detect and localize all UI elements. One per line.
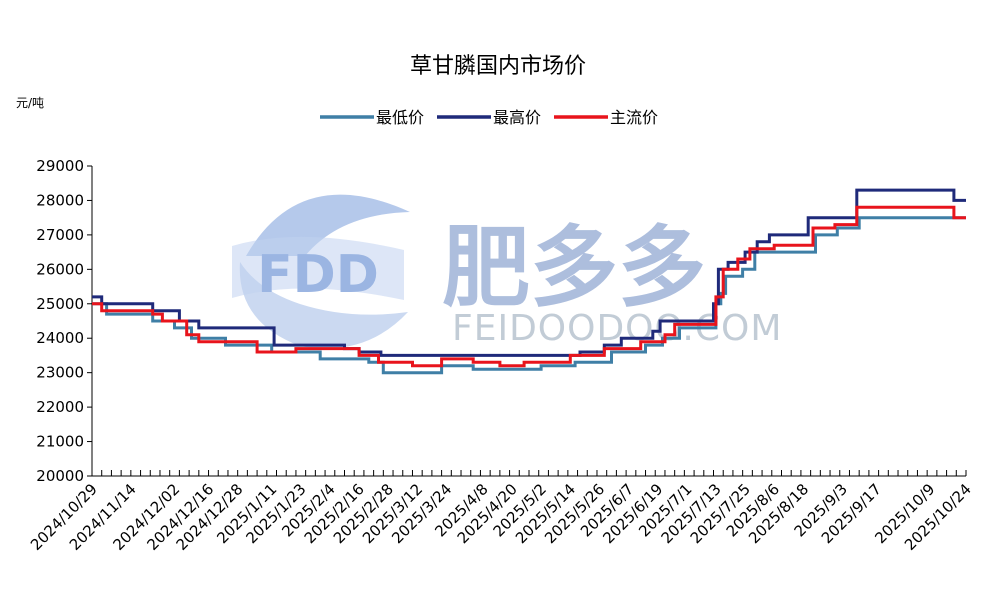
y-tick-label: 25000 bbox=[36, 295, 84, 313]
y-tick-label: 20000 bbox=[36, 467, 84, 485]
legend-label-high: 最高价 bbox=[493, 108, 541, 127]
watermark-brand-cn: 肥多多 bbox=[442, 216, 706, 319]
legend: 最低价 最高价 主流价 bbox=[320, 108, 658, 127]
x-ticks: 2024/10/292024/11/142024/12/022024/12/16… bbox=[27, 470, 975, 554]
series-line-high bbox=[92, 188, 966, 357]
y-tick-label: 24000 bbox=[36, 329, 84, 347]
y-tick-label: 28000 bbox=[36, 191, 84, 209]
watermark-brand-en: FEIDOODOO.COM bbox=[452, 308, 782, 349]
legend-label-low: 最低价 bbox=[376, 108, 424, 127]
legend-label-main: 主流价 bbox=[610, 108, 658, 127]
y-tick-label: 27000 bbox=[36, 226, 84, 244]
legend-item-low: 最低价 bbox=[320, 108, 424, 127]
chart-title: 草甘膦国内市场价 bbox=[410, 54, 586, 79]
series-line-low bbox=[92, 216, 966, 375]
series-line-main bbox=[92, 205, 966, 368]
y-tick-label: 23000 bbox=[36, 364, 84, 382]
y-ticks: 20000 21000 22000 23000 24000 25000 26000 27000… bbox=[36, 157, 92, 485]
fdd-logo: FDD bbox=[232, 194, 410, 349]
watermark: FDD 肥多多 FEIDOODOO.COM bbox=[232, 194, 782, 349]
unit-label: 元/吨 bbox=[16, 96, 44, 110]
y-tick-label: 29000 bbox=[36, 157, 84, 175]
legend-item-high: 最高价 bbox=[437, 108, 541, 127]
legend-item-main: 主流价 bbox=[554, 108, 658, 127]
y-tick-label: 21000 bbox=[36, 433, 84, 451]
series-lines bbox=[92, 188, 966, 375]
y-tick-label: 22000 bbox=[36, 398, 84, 416]
watermark-logo-text: FDD bbox=[257, 245, 379, 305]
y-tick-label: 26000 bbox=[36, 260, 84, 278]
